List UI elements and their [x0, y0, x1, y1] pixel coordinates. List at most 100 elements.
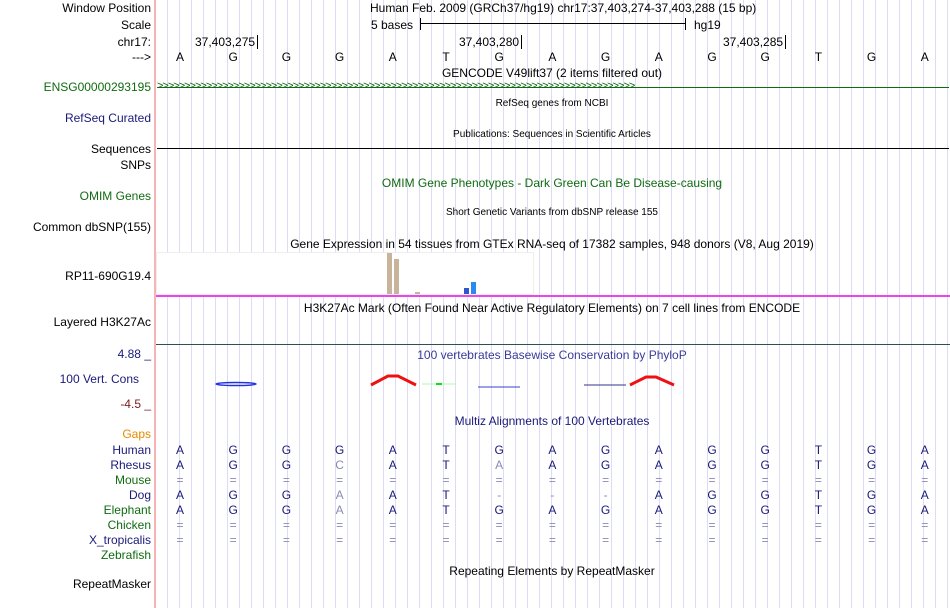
aligned-base: =: [708, 533, 716, 547]
base: G: [760, 50, 770, 64]
aligned-base: =: [761, 533, 769, 547]
aligned-base: A: [654, 503, 663, 517]
gtex-plot[interactable]: [156, 252, 534, 295]
aligned-base: T: [814, 458, 823, 472]
species-label-human[interactable]: Human: [112, 443, 151, 457]
label-window-position: Window Position: [62, 1, 151, 15]
aligned-base: =: [176, 533, 184, 547]
aligned-base: =: [495, 473, 503, 487]
aligned-base: -: [603, 488, 608, 502]
aligned-base: =: [495, 533, 503, 547]
gtex-bar[interactable]: [415, 292, 420, 294]
sequence-line: [157, 148, 949, 149]
gencode-track-title: GENCODE V49lift37 (2 items filtered out): [441, 66, 663, 80]
aligned-base: A: [920, 458, 929, 472]
label-dbsnp[interactable]: Common dbSNP(155): [32, 220, 151, 234]
phylop-plot[interactable]: [156, 370, 950, 390]
aligned-base: G: [281, 488, 292, 502]
phylop-mark: [436, 383, 442, 385]
label-gtex[interactable]: RP11-690G19.4: [65, 269, 151, 283]
publications-track-title: Publications: Sequences in Scientific Ar…: [453, 129, 651, 140]
gtex-bar[interactable]: [471, 282, 476, 294]
aligned-base: G: [600, 503, 611, 517]
aligned-base: G: [707, 503, 717, 517]
ruler-tick: 37,403,285: [723, 35, 787, 49]
aligned-base: G: [600, 443, 611, 457]
aligned-base: T: [442, 488, 450, 502]
label-gaps[interactable]: Gaps: [122, 427, 151, 441]
aligned-base: G: [760, 488, 770, 502]
refseq-track-title: RefSeq genes from NCBI: [495, 98, 609, 109]
aligned-base: A: [335, 503, 344, 517]
base: G: [281, 50, 292, 64]
aligned-base: =: [389, 473, 397, 487]
aligned-base: =: [442, 533, 450, 547]
aligned-base: =: [655, 518, 663, 532]
label-cons[interactable]: 100 Vert. Cons: [59, 372, 139, 386]
species-label-dog[interactable]: Dog: [128, 488, 151, 502]
species-label-zebrafish[interactable]: Zebrafish: [100, 548, 151, 562]
base: T: [814, 50, 823, 64]
base: G: [334, 50, 345, 64]
aligned-base: G: [707, 443, 717, 457]
aligned-base: =: [655, 533, 663, 547]
gene-line[interactable]: [157, 87, 949, 88]
species-label-rhesus[interactable]: Rhesus: [110, 458, 151, 472]
aligned-base: T: [442, 503, 450, 517]
label-h3k27ac[interactable]: Layered H3K27Ac: [53, 315, 151, 329]
aligned-base: A: [920, 488, 929, 502]
aligned-base: =: [229, 473, 237, 487]
gtex-bar[interactable]: [464, 288, 469, 294]
rmsk-track-title: Repeating Elements by RepeatMasker: [449, 564, 655, 578]
species-label-x_tropicalis[interactable]: X_tropicalis: [88, 533, 151, 547]
aligned-base: =: [708, 518, 716, 532]
label-sequences[interactable]: Sequences: [90, 142, 151, 156]
aligned-base: =: [336, 533, 344, 547]
aligned-base: A: [920, 503, 929, 517]
aligned-base: =: [442, 518, 450, 532]
label-scale: Scale: [120, 18, 151, 32]
aligned-base: =: [389, 533, 397, 547]
label-omim[interactable]: OMIM Genes: [79, 189, 151, 203]
base: G: [228, 50, 238, 64]
aligned-base: G: [228, 458, 238, 472]
aligned-base: G: [760, 503, 770, 517]
label-refseq[interactable]: RefSeq Curated: [64, 111, 151, 125]
aligned-base: =: [176, 518, 184, 532]
label-strand[interactable]: --->: [132, 50, 151, 64]
aligned-base: A: [654, 458, 663, 472]
label-repeatmasker[interactable]: RepeatMasker: [72, 577, 151, 591]
gtex-track-title: Gene Expression in 54 tissues from GTEx …: [290, 237, 814, 251]
aligned-base: =: [868, 518, 876, 532]
aligned-base: =: [389, 518, 397, 532]
aligned-base: -: [550, 488, 555, 502]
aligned-base: =: [176, 473, 184, 487]
gtex-bar[interactable]: [394, 259, 399, 294]
aligned-base: G: [760, 458, 770, 472]
aligned-base: =: [868, 473, 876, 487]
aligned-base: T: [442, 443, 450, 457]
aligned-base: G: [707, 458, 717, 472]
species-label-mouse[interactable]: Mouse: [114, 473, 151, 487]
gtex-bar[interactable]: [387, 253, 392, 294]
label-snps[interactable]: SNPs: [120, 158, 151, 172]
base: G: [600, 50, 611, 64]
aligned-base: =: [655, 473, 663, 487]
aligned-base: A: [920, 443, 929, 457]
aligned-base: =: [548, 518, 556, 532]
aligned-base: G: [228, 503, 238, 517]
phylop-mark: [370, 374, 417, 387]
aligned-base: G: [228, 443, 238, 457]
species-label-chicken[interactable]: Chicken: [107, 518, 151, 532]
h3k27ac-baseline: [156, 344, 950, 345]
aligned-base: =: [602, 473, 610, 487]
label-gencode[interactable]: ENSG00000293195: [43, 80, 151, 94]
track-area[interactable]: [156, 0, 950, 608]
aligned-base: T: [814, 488, 823, 502]
aligned-base: A: [548, 443, 557, 457]
gtex-divider: [156, 295, 950, 297]
aligned-base: =: [282, 533, 290, 547]
species-label-elephant[interactable]: Elephant: [103, 503, 151, 517]
aligned-base: A: [335, 488, 344, 502]
phylop-track-title: 100 vertebrates Basewise Conservation by…: [417, 348, 687, 362]
